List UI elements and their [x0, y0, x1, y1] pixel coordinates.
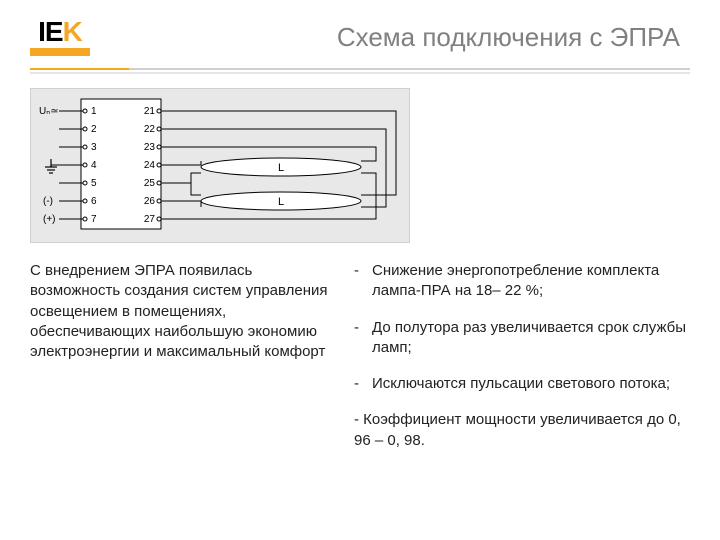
plus-label: (+): [43, 214, 56, 225]
un-label: Uₙ≃: [39, 106, 59, 117]
header: IEK Схема подключения с ЭПРА: [0, 0, 720, 64]
term-2: 2: [91, 124, 97, 135]
logo-letter-e: E: [45, 16, 63, 47]
term-23: 23: [144, 142, 156, 153]
logo-letter-k: K: [63, 16, 82, 47]
term-22: 22: [144, 124, 156, 135]
term-7: 7: [91, 214, 97, 225]
term-1: 1: [91, 106, 97, 117]
term-3: 3: [91, 142, 97, 153]
bullet-list: Снижение энергопотребление комплекта лам…: [354, 261, 690, 467]
term-5: 5: [91, 178, 97, 189]
lamp1-label: L: [278, 162, 284, 174]
logo-letter-i: I: [38, 16, 45, 47]
lamp2-label: L: [278, 196, 284, 208]
bullet-3: Исключаются пульсации светового потока;: [354, 374, 690, 394]
term-6: 6: [91, 196, 97, 207]
term-24: 24: [144, 160, 156, 171]
term-21: 21: [144, 106, 156, 117]
page-title: Схема подключения с ЭПРА: [110, 22, 690, 53]
term-25: 25: [144, 178, 156, 189]
minus-label: (-): [43, 196, 53, 207]
term-27: 27: [144, 214, 156, 225]
term-26: 26: [144, 196, 156, 207]
term-4: 4: [91, 160, 97, 171]
bullet-4: - Коэффициент мощности увеличивается до …: [354, 410, 690, 451]
iek-logo: IEK: [30, 18, 90, 56]
wiring-schematic: 1 2 3 4 5 6 7 21 22 23 24 25 26 27: [30, 88, 410, 243]
content-columns: С внедрением ЭПРА появилась возможность …: [0, 243, 720, 467]
bullet-1: Снижение энергопотребление комплекта лам…: [354, 261, 690, 302]
logo-underline: [30, 48, 90, 56]
intro-paragraph: С внедрением ЭПРА появилась возможность …: [30, 261, 330, 467]
bullet-2: До полутора раз увеличивается срок служб…: [354, 318, 690, 359]
header-divider: [30, 68, 690, 70]
header-divider-2: [30, 72, 690, 74]
